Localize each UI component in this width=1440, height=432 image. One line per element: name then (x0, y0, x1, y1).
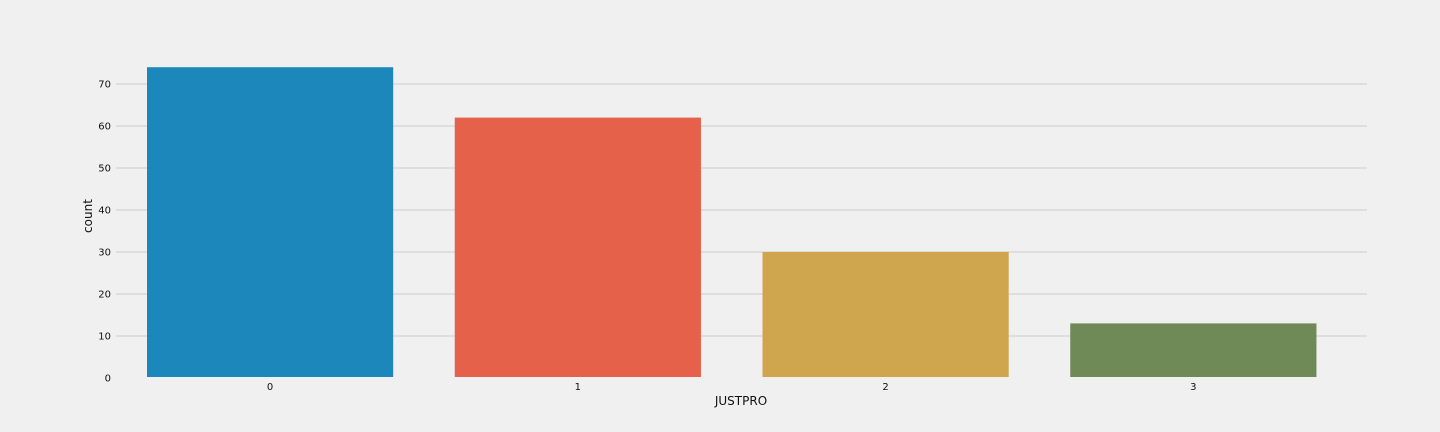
y-tick-20: 20 (98, 290, 111, 301)
bar-3 (1070, 323, 1317, 377)
y-axis-label: count (81, 199, 95, 233)
bar-layer (147, 67, 1317, 377)
x-tick-3: 3 (1190, 382, 1196, 393)
y-tick-0: 0 (105, 374, 111, 385)
y-tick-70: 70 (98, 80, 111, 91)
y-tick-labels: 0 10 20 30 40 50 60 70 (98, 80, 111, 385)
x-tick-2: 2 (882, 382, 888, 393)
y-tick-30: 30 (98, 248, 111, 259)
x-axis-label: JUSTPRO (714, 394, 767, 408)
x-tick-labels: 0 1 2 3 (267, 382, 1197, 393)
bar-1 (454, 117, 701, 377)
y-tick-40: 40 (98, 206, 111, 217)
x-tick-0: 0 (267, 382, 273, 393)
y-tick-10: 10 (98, 332, 111, 343)
x-tick-1: 1 (575, 382, 581, 393)
y-tick-50: 50 (98, 164, 111, 175)
bar-0 (147, 67, 394, 377)
y-tick-60: 60 (98, 122, 111, 133)
bar-2 (762, 252, 1009, 377)
